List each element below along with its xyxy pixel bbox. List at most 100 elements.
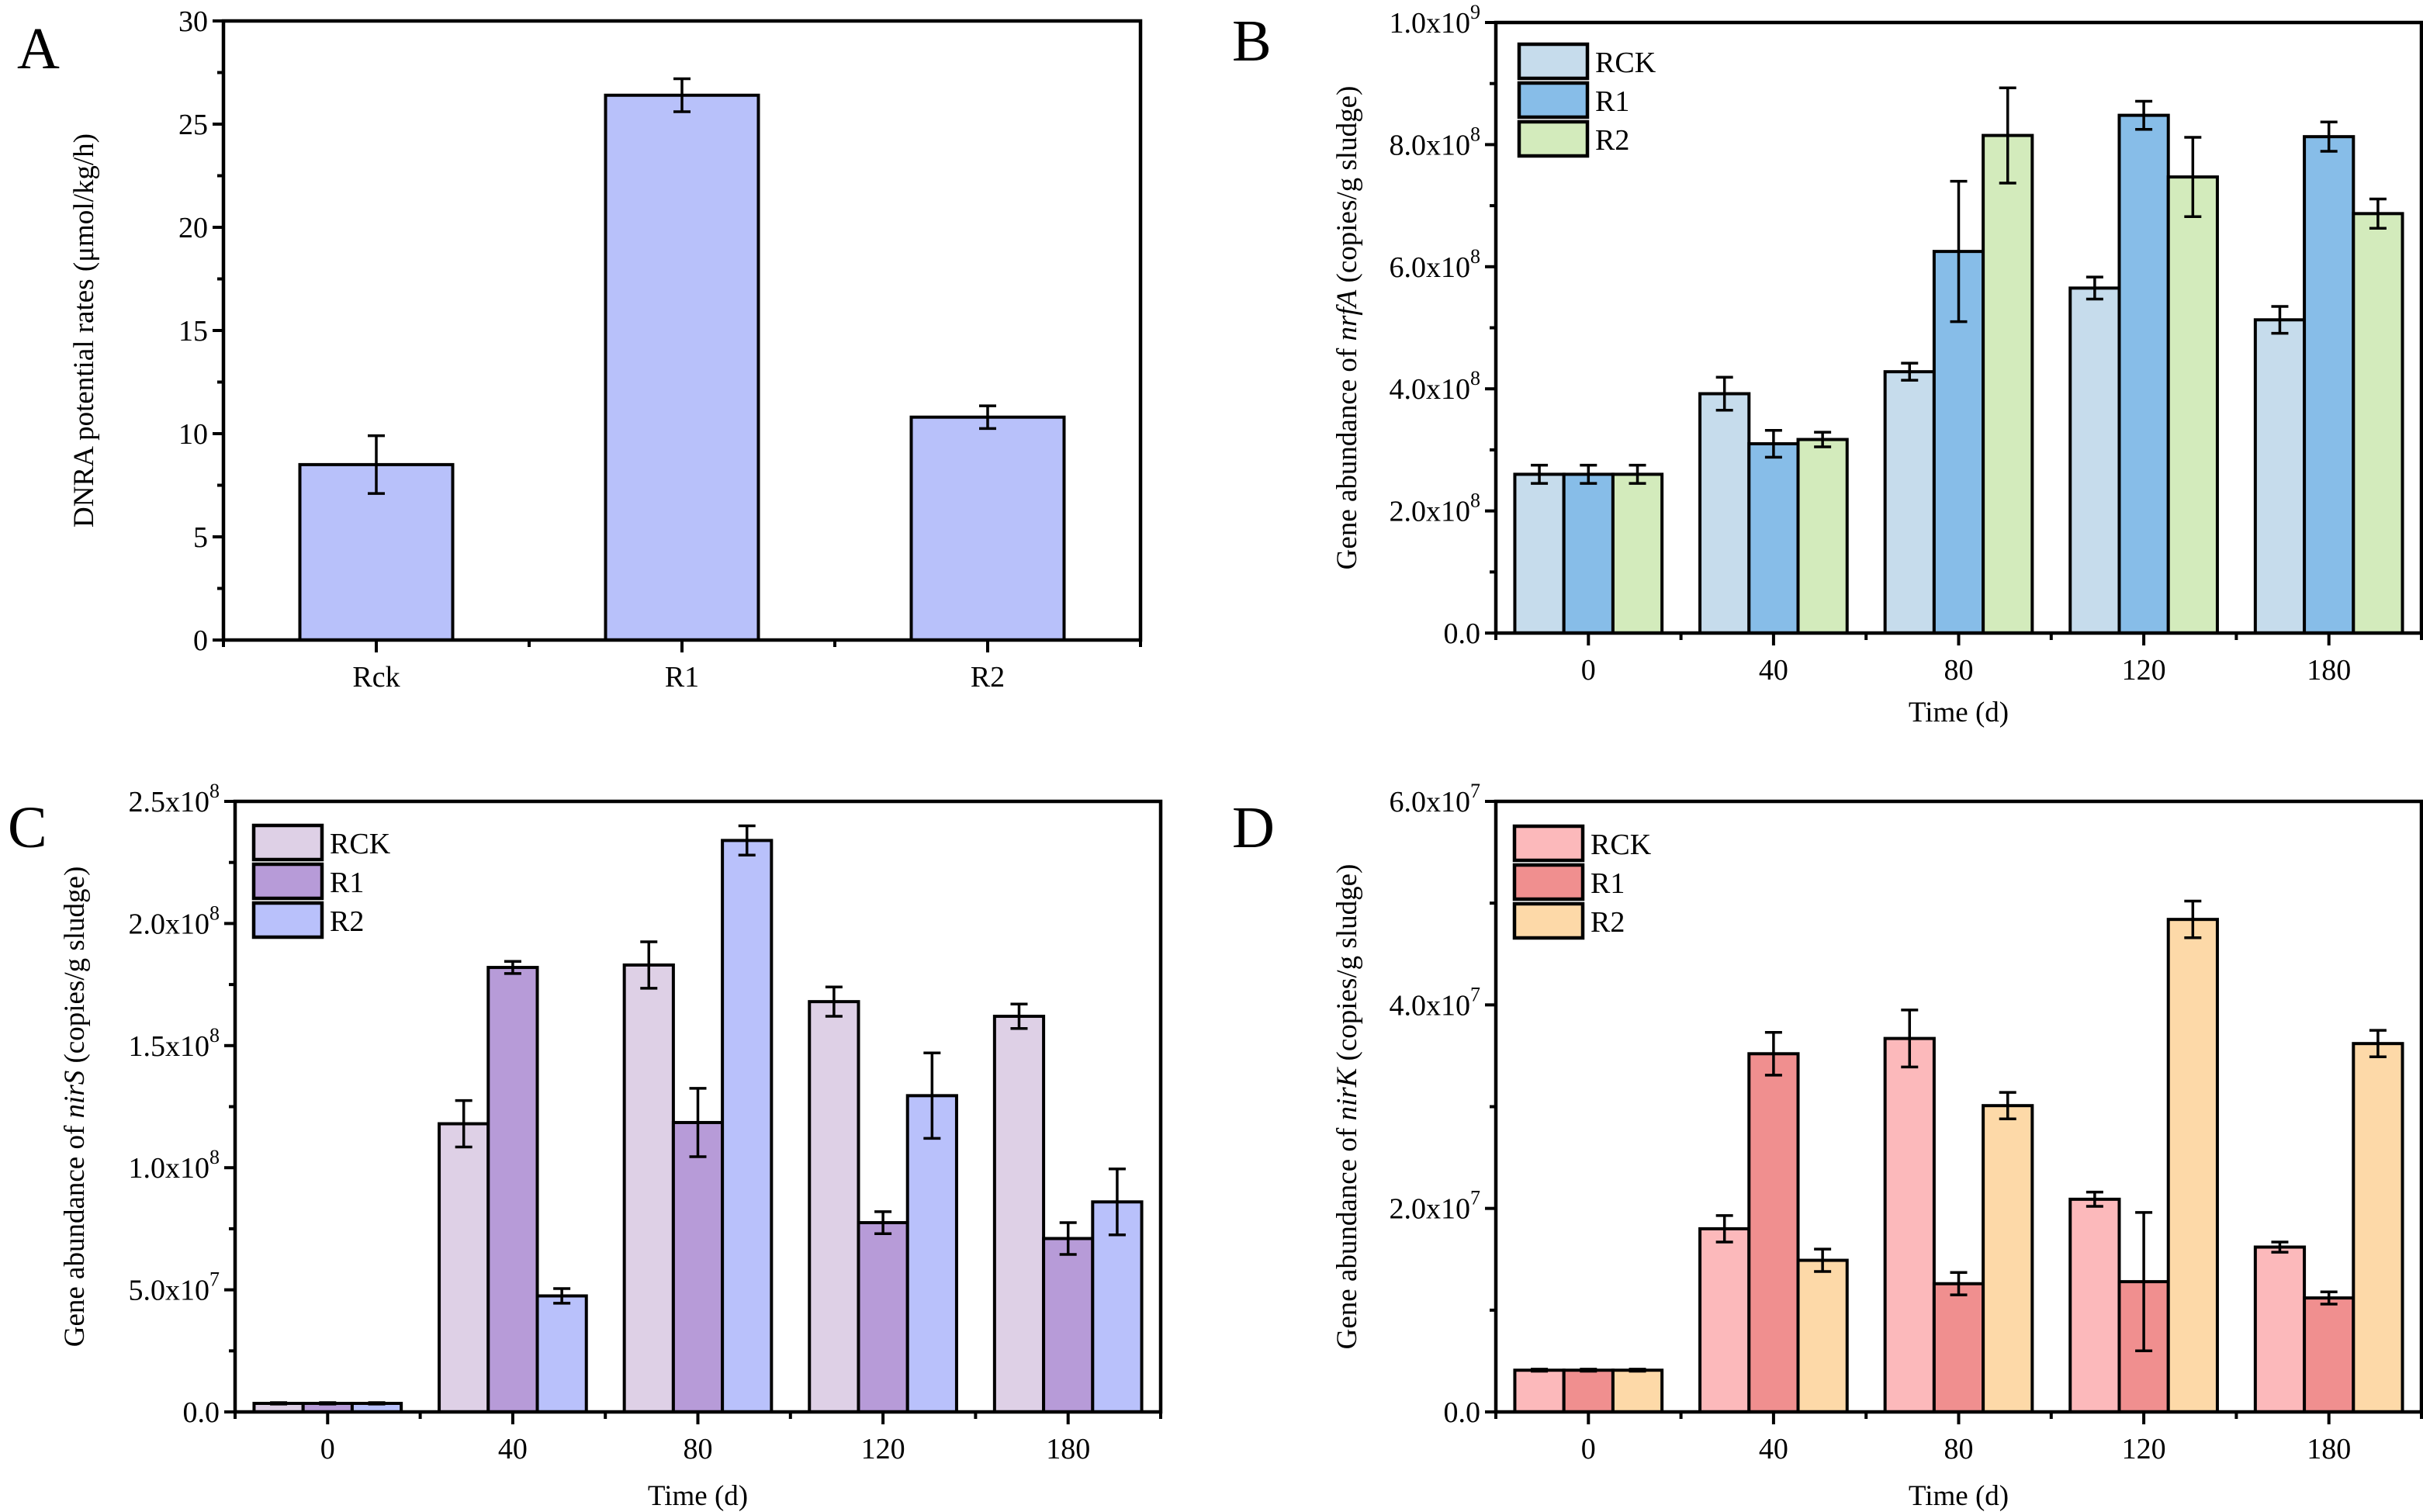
tick-exponent: 9 [1470, 1, 1480, 23]
x-tick-label: 80 [1944, 1433, 1974, 1465]
x-tick-label: R2 [971, 661, 1005, 694]
tick-mantissa: 8.0x10 [1390, 129, 1471, 161]
y-title-gene: nrfA [1331, 289, 1363, 341]
error-bar [923, 1051, 941, 1140]
bar [2303, 1296, 2356, 1414]
error-bar [1814, 431, 1832, 448]
legend-swatch [1512, 863, 1585, 901]
error-bar [1814, 1247, 1832, 1273]
y-tick-label: 5 [193, 521, 208, 554]
bar [1796, 1258, 1849, 1413]
bar [1562, 472, 1615, 635]
bar [2352, 1042, 2404, 1413]
x-axis: 0 40 80 120 180 [1494, 633, 2423, 687]
bar [2166, 918, 2219, 1413]
tick-exponent: 8 [1470, 490, 1480, 512]
bar [2166, 175, 2219, 635]
y-tick-label: 0.0 [1444, 618, 1481, 650]
bar [1698, 392, 1751, 635]
x-tick-label: 180 [2307, 654, 2351, 687]
x-tick-label: 120 [861, 1433, 905, 1465]
tick-mantissa: 2.0x10 [1390, 496, 1471, 528]
error-bar [2320, 1290, 2338, 1306]
y-tick-label: 2.5x108 [129, 780, 220, 818]
tick-exponent: 8 [209, 901, 220, 924]
series-r1 [301, 960, 1095, 1414]
y-tick-label: 1.0x108 [129, 1146, 220, 1185]
y-title-suffix: (copies/g sludge) [1331, 86, 1363, 290]
error-bar [2369, 1029, 2387, 1058]
y-title-prefix: Gene abundance of [59, 1118, 91, 1347]
tick-exponent: 8 [209, 1146, 220, 1168]
y-tick-label: 2.0x108 [129, 901, 220, 940]
bar [622, 963, 675, 1413]
y-tick-label: 15 [178, 315, 208, 348]
error-bar [1901, 1009, 1919, 1069]
legend-label: R2 [330, 905, 364, 938]
legend-label: R2 [1595, 124, 1629, 157]
series-r1 [1562, 99, 2356, 635]
error-bar [1629, 463, 1646, 485]
tick-mantissa: 4.0x10 [1390, 989, 1471, 1022]
error-bar [1764, 1031, 1782, 1077]
tick-mantissa: 1.0x10 [1390, 7, 1471, 40]
tick-mantissa: 4.0x10 [1390, 373, 1471, 406]
series-rck [252, 940, 1046, 1414]
bar [438, 1122, 490, 1413]
series-r2 [350, 824, 1144, 1414]
y-tick-label: 25 [178, 109, 208, 141]
tick-exponent: 8 [209, 780, 220, 802]
bar [2253, 318, 2307, 635]
bar [1982, 133, 2034, 635]
legend-swatch [1517, 119, 1590, 158]
panel-letter: B [1232, 9, 1272, 74]
series-r1 [1562, 1031, 2356, 1414]
bar [2068, 286, 2121, 635]
tick-mantissa: 0.0 [183, 1396, 220, 1429]
bar [1611, 1368, 1664, 1414]
series-r2 [1611, 899, 2404, 1414]
error-bar [979, 404, 996, 431]
y-tick-label: 4.0x107 [1390, 983, 1481, 1022]
legend-swatch [1512, 901, 1585, 940]
error-bar [825, 985, 843, 1018]
legend-label: RCK [330, 828, 391, 860]
error-bar [738, 824, 756, 857]
error-bar [504, 960, 521, 975]
bar [2352, 212, 2404, 635]
x-tick-label: 0 [320, 1433, 335, 1465]
legend-swatch [1517, 81, 1590, 119]
error-bar [1108, 1168, 1126, 1237]
legend: RCK R1 R2 [1517, 42, 1656, 158]
legend-label: R1 [330, 867, 364, 899]
bar [671, 1120, 725, 1414]
bar [1513, 472, 1566, 635]
error-bar [2320, 120, 2338, 153]
legend-label: R2 [1591, 906, 1625, 939]
x-tick-label: 0 [1581, 654, 1596, 687]
y-title-prefix: Gene abundance of [1331, 1121, 1363, 1350]
x-tick-label: 120 [2122, 1433, 2166, 1465]
error-bar [368, 434, 385, 495]
error-bar [1580, 1368, 1597, 1373]
y-tick-label: 6.0x107 [1390, 780, 1481, 818]
tick-mantissa: 6.0x10 [1390, 786, 1471, 818]
x-tick-label: 0 [1581, 1433, 1596, 1465]
tick-mantissa: 6.0x10 [1390, 251, 1471, 284]
y-tick-label: 10 [178, 418, 208, 451]
bar [1796, 438, 1849, 635]
bar [1611, 472, 1664, 635]
y-tick-label: 1.0x109 [1390, 1, 1481, 40]
error-bar [1580, 463, 1597, 485]
error-bar [1629, 1368, 1646, 1373]
y-axis-title: Gene abundance of nirS (copies/g sludge) [59, 867, 91, 1348]
y-title-prefix: Gene abundance of [1331, 341, 1363, 570]
legend-swatch [251, 862, 324, 901]
x-tick-label: 80 [684, 1433, 713, 1465]
error-bar [2086, 1190, 2103, 1208]
error-bar [2184, 899, 2202, 939]
y-tick-label: 0 [193, 625, 208, 657]
y-title-gene: nirK [1331, 1066, 1363, 1120]
y-title-suffix: (copies/g sludge) [1331, 864, 1363, 1068]
error-bar [1999, 86, 2016, 185]
